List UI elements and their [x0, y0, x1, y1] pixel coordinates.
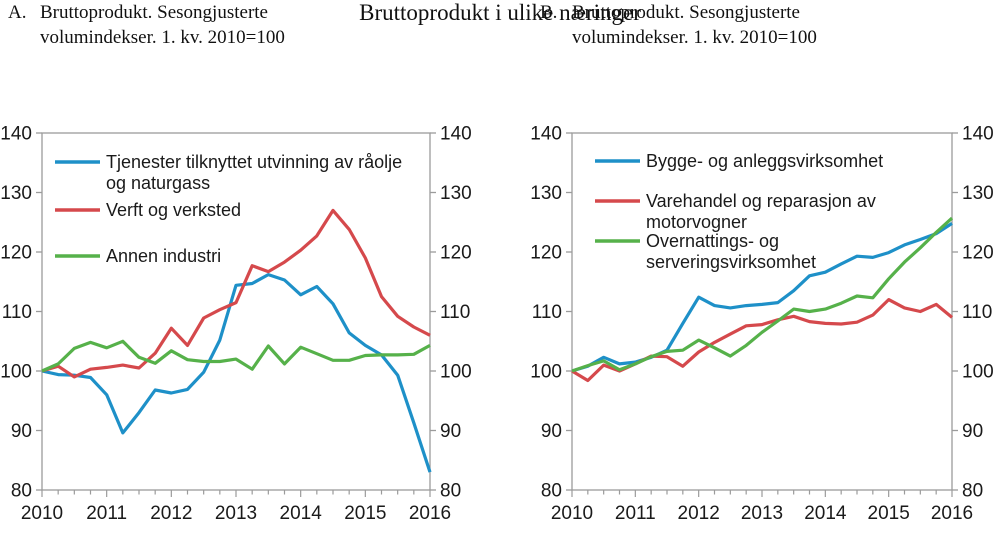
x-tick-label: 2015	[344, 503, 386, 524]
x-tick-label: 2012	[678, 503, 720, 524]
panel-b-heading-text: Bruttoprodukt. Sesongjusterte volumindek…	[572, 0, 817, 50]
y-tick-label-right: 130	[440, 183, 472, 204]
series-line-tjenester-tilknyttet-utvinning-av-r-olje-og-naturgass	[41, 273, 432, 473]
y-tick-label-left: 80	[541, 481, 562, 502]
y-tick-label-left: 120	[0, 243, 32, 264]
series-line-varehandel-og-reparasjon-av-motorvogner	[571, 298, 954, 383]
y-tick-label-right: 90	[440, 421, 461, 442]
x-tick-label: 2011	[86, 503, 127, 524]
x-tick-label: 2013	[215, 503, 257, 524]
x-tick-label: 2010	[551, 503, 593, 524]
plot-frame	[571, 132, 953, 491]
page-title: Bruttoprodukt i ulike næringer	[359, 0, 641, 25]
series-line-overnattings-og-serveringsvirksomhet	[571, 216, 954, 373]
panel-b-chart: 80 80 90 90 100 100 110 110 120 120 130 130 140 140 20…	[530, 124, 994, 525]
y-tick-label-left: 90	[11, 421, 32, 442]
legend-label-tjenester-tilknyttet-utvinning-av-r-olje-og-naturgass: og naturgass	[106, 173, 210, 193]
legend-label-varehandel-og-reparasjon-av-motorvogner: Varehandel og reparasjon av	[646, 191, 876, 211]
legend-label-overnattings-og-serveringsvirksomhet: Overnattings- og	[646, 231, 779, 251]
panel-a-label: A.	[8, 2, 27, 23]
legend-label-verft-og-verksted: Verft og verksted	[106, 200, 241, 220]
x-tick-label: 2014	[280, 503, 323, 524]
legend-label-bygge-og-anleggsvirksomhet: Bygge- og anleggsvirksomhet	[646, 151, 883, 171]
series-line-verft-og-verksted	[41, 208, 431, 379]
x-tick-label: 2010	[21, 503, 63, 524]
y-tick-label-left: 140	[530, 124, 562, 145]
y-tick-label-left: 140	[0, 124, 32, 145]
x-tick-label: 2016	[931, 503, 973, 524]
y-tick-label-left: 90	[541, 421, 562, 442]
y-tick-label-right: 120	[962, 243, 994, 264]
legend-label-overnattings-og-serveringsvirksomhet: serveringsvirksomhet	[646, 252, 816, 272]
panel-a-heading-line2: volumindekser. 1. kv. 2010=100	[40, 27, 285, 48]
panel-b-heading: B. Bruttoprodukt. Sesongjusterte volumin…	[540, 0, 1000, 50]
y-tick-label-left: 100	[0, 362, 32, 383]
y-tick-label-left: 130	[0, 183, 32, 204]
y-tick-label-right: 130	[962, 183, 994, 204]
series-line-annen-industri	[41, 339, 431, 373]
y-tick-label-left: 130	[530, 183, 562, 204]
y-tick-label-left: 120	[530, 243, 562, 264]
legend-label-varehandel-og-reparasjon-av-motorvogner: motorvogner	[646, 212, 747, 232]
x-tick-label: 2011	[615, 503, 656, 524]
panel-b-label: B.	[540, 2, 558, 23]
y-tick-label-right: 110	[962, 302, 992, 323]
y-tick-label-right: 100	[962, 362, 994, 383]
y-tick-label-right: 100	[440, 362, 472, 383]
legend-label-annen-industri: Annen industri	[106, 246, 221, 266]
y-tick-label-left: 80	[11, 481, 32, 502]
y-tick-label-right: 110	[440, 302, 470, 323]
y-tick-label-right: 80	[962, 481, 983, 502]
panel-a-heading: A. Bruttoprodukt. Sesongjusterte volumin…	[8, 0, 488, 50]
y-tick-label-left: 110	[2, 302, 32, 323]
x-tick-label: 2015	[868, 503, 910, 524]
y-tick-label-right: 90	[962, 421, 983, 442]
x-tick-label: 2016	[409, 503, 451, 524]
plot-frame	[41, 132, 431, 491]
panel-a-chart: 80 80 90 90 100 100 110 110 120 120 130 130 140 140 20…	[0, 124, 472, 525]
y-tick-label-left: 100	[530, 362, 562, 383]
x-tick-label: 2013	[741, 503, 783, 524]
panel-b-heading-line1: Bruttoprodukt. Sesongjusterte	[572, 2, 800, 23]
panel-a-heading-line1: Bruttoprodukt. Sesongjusterte	[40, 2, 268, 23]
panel-b-heading-line2: volumindekser. 1. kv. 2010=100	[572, 27, 817, 48]
x-tick-label: 2012	[150, 503, 192, 524]
y-tick-label-left: 110	[532, 302, 562, 323]
y-tick-label-right: 140	[440, 124, 472, 145]
panel-a-heading-text: Bruttoprodukt. Sesongjusterte volumindek…	[40, 0, 285, 50]
y-tick-label-right: 140	[962, 124, 994, 145]
y-tick-label-right: 120	[440, 243, 472, 264]
y-tick-label-right: 80	[440, 481, 461, 502]
x-tick-label: 2014	[804, 503, 847, 524]
legend-label-tjenester-tilknyttet-utvinning-av-r-olje-og-naturgass: Tjenester tilknyttet utvinning av råolje	[106, 152, 402, 172]
series-line-bygge-og-anleggsvirksomhet	[571, 222, 953, 373]
